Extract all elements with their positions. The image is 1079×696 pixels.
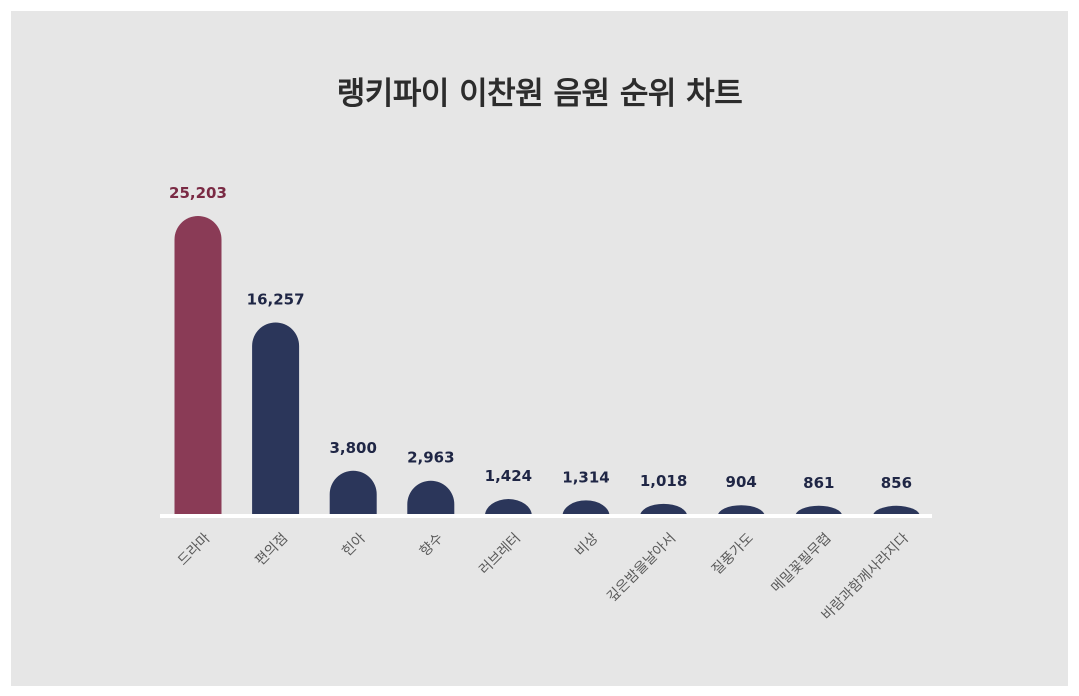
- bar-4: [407, 480, 455, 516]
- value-label-2: 16,257: [247, 290, 305, 308]
- category-labels-group: 드라마 편의점 힌아 향수 러브레터 비상 깊은밤을날아서 질풍가도 메밀꽃필무렵바람과함께사라…: [175, 530, 912, 623]
- category-label-1: 드라마: [175, 530, 214, 569]
- chart-title: 랭키파이 이찬원 음원 순위 차트: [336, 76, 743, 112]
- category-label-7: 깊은밤을날아서: [604, 530, 679, 605]
- category-label-3: 힌아: [339, 530, 369, 560]
- bar-3: [329, 470, 377, 516]
- value-labels-group: 25,203 16,257 3,800 2,963 1,424 1,314 1,018 904…: [169, 184, 912, 492]
- category-label-9: 메밀꽃필무렵: [768, 530, 834, 596]
- value-label-4: 2,963: [407, 449, 454, 467]
- bar-1: [174, 216, 222, 516]
- value-label-7: 1,018: [640, 472, 687, 490]
- value-label-8: 904: [726, 473, 757, 491]
- category-label-2: 편의점: [253, 530, 292, 569]
- value-label-9: 861: [803, 474, 834, 492]
- value-label-6: 1,314: [562, 468, 609, 486]
- bar-2: [252, 322, 300, 516]
- value-label-1: 25,203: [169, 184, 227, 202]
- bar-7: [640, 503, 688, 516]
- value-label-10: 856: [881, 474, 912, 492]
- category-label-5: 러브레터: [476, 530, 524, 578]
- bar-8: [717, 505, 765, 516]
- category-label-8: 질풍가도: [709, 530, 757, 578]
- value-label-5: 1,424: [485, 467, 532, 485]
- category-label-10: 바람과함께사라지다: [819, 530, 912, 623]
- bar-5: [484, 499, 532, 516]
- bar-9: [795, 505, 843, 516]
- bar-10: [872, 505, 920, 516]
- category-label-4: 향수: [417, 530, 447, 560]
- bar-6: [562, 500, 610, 516]
- bars-group: [174, 216, 920, 516]
- category-label-6: 비상: [572, 530, 602, 560]
- value-label-3: 3,800: [329, 439, 376, 457]
